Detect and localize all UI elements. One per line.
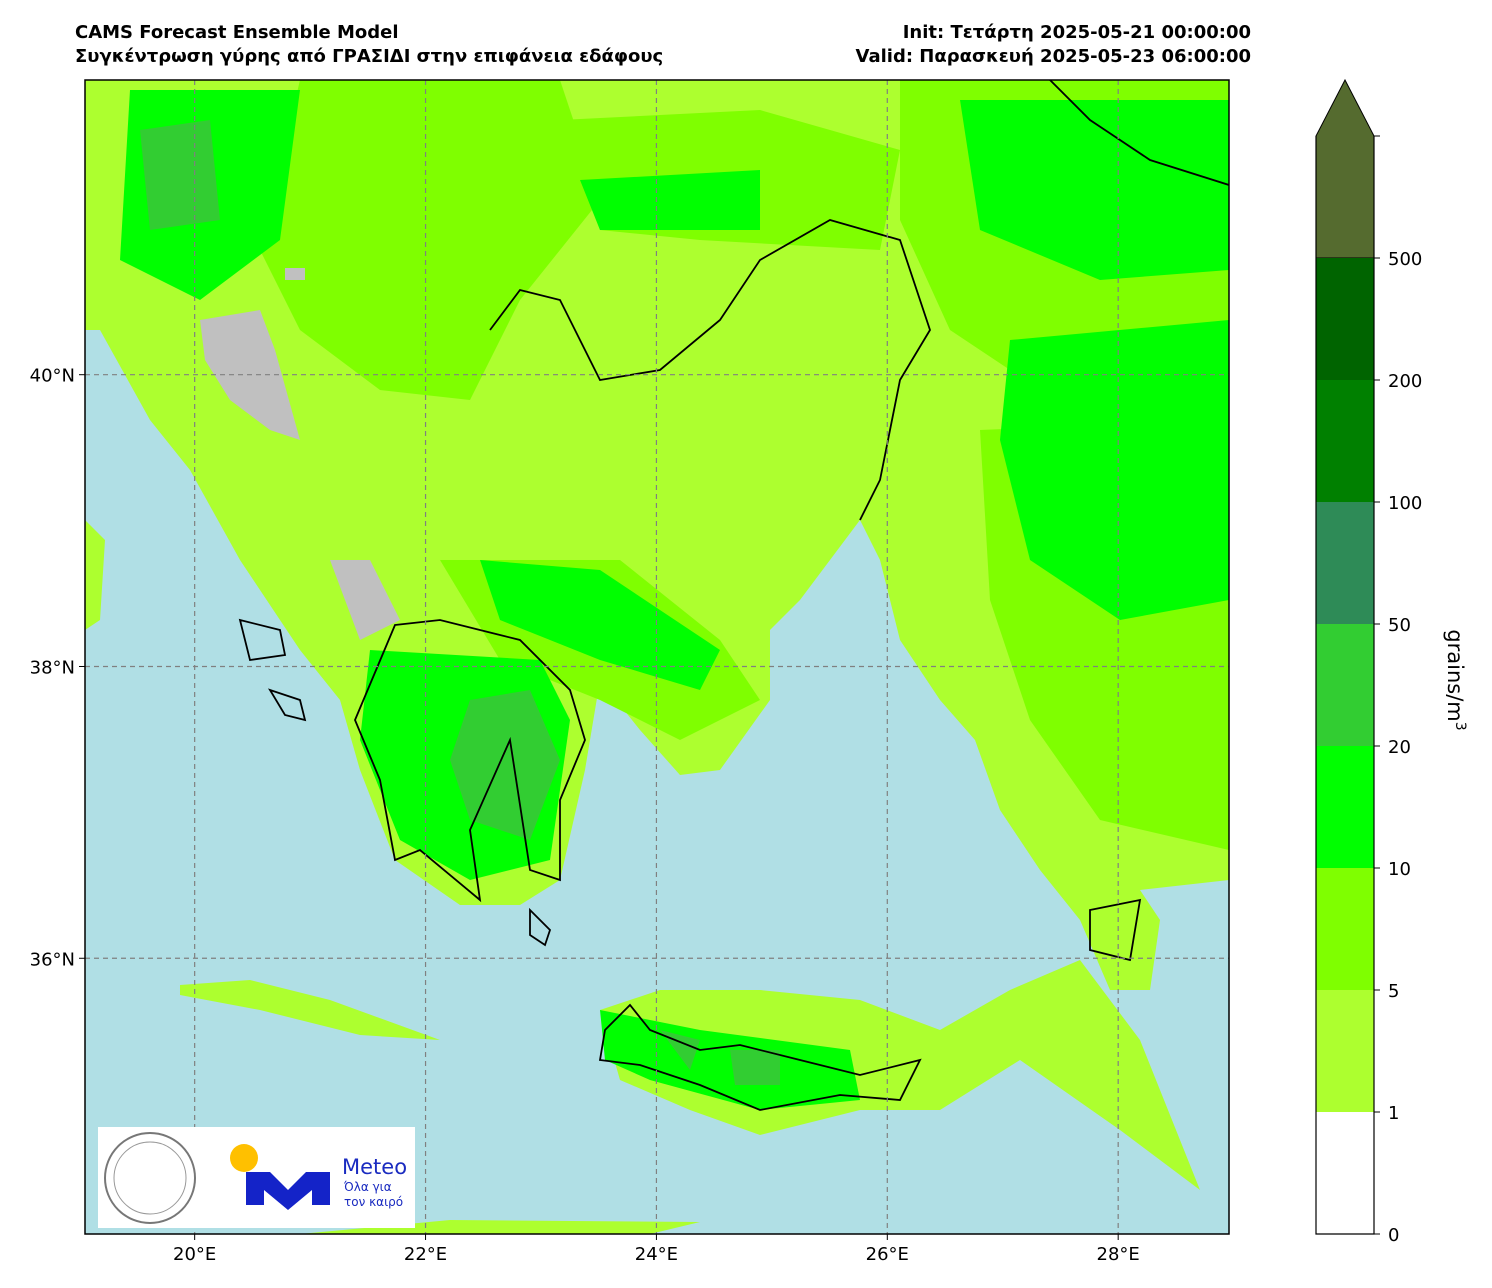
map-frame <box>84 79 1230 1235</box>
colorbar-unit-exponent: 3 <box>1452 722 1468 731</box>
colorbar-tick-label: 0 <box>1388 1225 1399 1246</box>
title: CAMS Forecast Ensemble Model <box>75 22 399 43</box>
subtitle: Συγκέντρωση γύρης από ΓΡΑΣΙΔΙ στην επιφά… <box>75 46 663 67</box>
colorbar-tick-label: 10 <box>1388 859 1411 880</box>
colorbar-band <box>1316 990 1374 1112</box>
axes: 20°E 22°E 24°E 26°E 28°E 36°N 38°N 40°N <box>30 366 1140 1265</box>
colorbar-tick-label: 5 <box>1388 981 1399 1002</box>
sun-icon <box>230 1144 258 1172</box>
valid-time: Valid: Παρασκευή 2025-05-23 06:00:00 <box>856 46 1251 67</box>
colorbar-tick-label: 50 <box>1388 615 1411 636</box>
y-tick-label: 38°N <box>30 657 75 678</box>
colorbar-band <box>1316 258 1374 380</box>
observatory-seal <box>104 1132 196 1224</box>
colorbar-outline <box>1315 136 1375 1235</box>
map <box>85 80 1229 1234</box>
x-tick-label: 28°E <box>1097 1244 1140 1265</box>
observatory-seal <box>113 1141 187 1215</box>
island <box>238 618 1142 962</box>
y-tick-label: 36°N <box>30 949 75 970</box>
meteo-mark <box>246 1172 330 1210</box>
x-tick-label: 20°E <box>173 1244 216 1265</box>
coastline <box>489 219 931 521</box>
coastline <box>1049 80 1229 186</box>
colorbar-label: grains/m3 <box>1443 629 1468 730</box>
x-tick-label: 26°E <box>866 1244 909 1265</box>
coastline <box>598 1003 922 1111</box>
colorbar-tick-label: 500 <box>1388 249 1422 270</box>
graticule <box>85 80 1229 1234</box>
slogan: τον καιρό <box>344 1195 403 1209</box>
colorbar: 0 1 5 10 20 50 100 200 500 <box>1315 78 1422 1246</box>
x-tick-label: 22°E <box>404 1244 447 1265</box>
colorbar-band <box>1316 502 1374 624</box>
x-tick-label: 24°E <box>635 1244 678 1265</box>
y-tick-label: 40°N <box>30 366 75 387</box>
colorbar-band <box>1316 624 1374 746</box>
colorbar-band <box>1316 1112 1374 1234</box>
slogan: Όλα για <box>343 1180 392 1194</box>
coastline <box>354 619 586 903</box>
pollen-area <box>600 960 1200 1190</box>
colorbar-unit: grains/m <box>1443 629 1467 721</box>
colorbar-band <box>1316 868 1374 990</box>
brand: Meteo <box>342 1155 407 1179</box>
colorbar-tick-label: 100 <box>1388 493 1422 514</box>
no-data-area <box>200 268 400 640</box>
colorbar-tick-label: 20 <box>1388 737 1411 758</box>
colorbar-tick-label: 200 <box>1388 371 1422 392</box>
colorbar-band <box>1316 380 1374 502</box>
colorbar-tick-label: 1 <box>1388 1103 1399 1124</box>
logo: Meteo Όλα για τον καιρό <box>98 1127 415 1228</box>
colorbar-extension <box>1315 78 1375 259</box>
colorbar-band <box>1316 746 1374 868</box>
init-time: Init: Τετάρτη 2025-05-21 00:00:00 <box>903 22 1251 43</box>
pollen-area <box>140 120 780 1085</box>
pollen-area <box>260 80 1229 850</box>
